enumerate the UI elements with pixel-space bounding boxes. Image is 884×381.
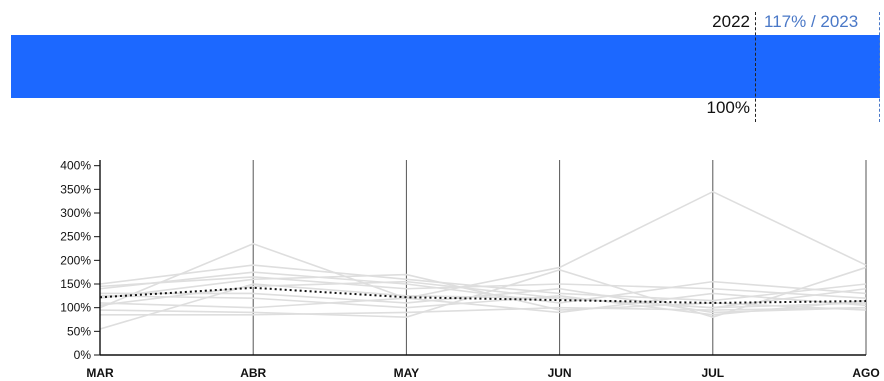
y-tick-label: 50%	[67, 324, 91, 338]
background-series-line	[99, 295, 867, 316]
y-tick-label: 150%	[60, 277, 91, 291]
compare-marker	[879, 12, 880, 122]
target-bar-section: 2022 117% / 2023 100%	[0, 0, 884, 125]
baseline-label: 100%	[706, 98, 750, 117]
x-tick-label: JUL	[701, 366, 724, 380]
y-tick-label: 0%	[74, 348, 92, 362]
x-tick-label: MAY	[394, 366, 420, 380]
x-tick-label: AGO	[852, 366, 879, 380]
background-series-line	[99, 280, 867, 309]
background-series-line	[99, 271, 867, 304]
background-series-line	[99, 190, 867, 309]
background-series-line	[99, 292, 867, 314]
y-tick-label: 300%	[60, 206, 91, 220]
year-label: 2022	[712, 12, 750, 31]
x-tick-label: ABR	[240, 366, 266, 380]
baseline-marker	[755, 12, 756, 122]
background-series-line	[99, 276, 867, 300]
y-tick-label: 350%	[60, 182, 91, 196]
y-tick-label: 200%	[60, 253, 91, 267]
y-tick-label: 400%	[60, 159, 91, 173]
monthly-line-chart: 0% 50% 100% 150% 200% 250% 300% 350% 400% MAR ABR M…	[60, 159, 879, 380]
background-series-line	[100, 306, 867, 316]
x-tick-label: MAR	[86, 366, 114, 380]
progress-bar	[11, 35, 880, 98]
background-series-line	[99, 283, 867, 330]
y-tick-label: 250%	[60, 230, 91, 244]
y-tick-label: 100%	[60, 301, 91, 315]
compare-label: 117% / 2023	[764, 12, 859, 31]
x-tick-label: JUN	[548, 366, 572, 380]
